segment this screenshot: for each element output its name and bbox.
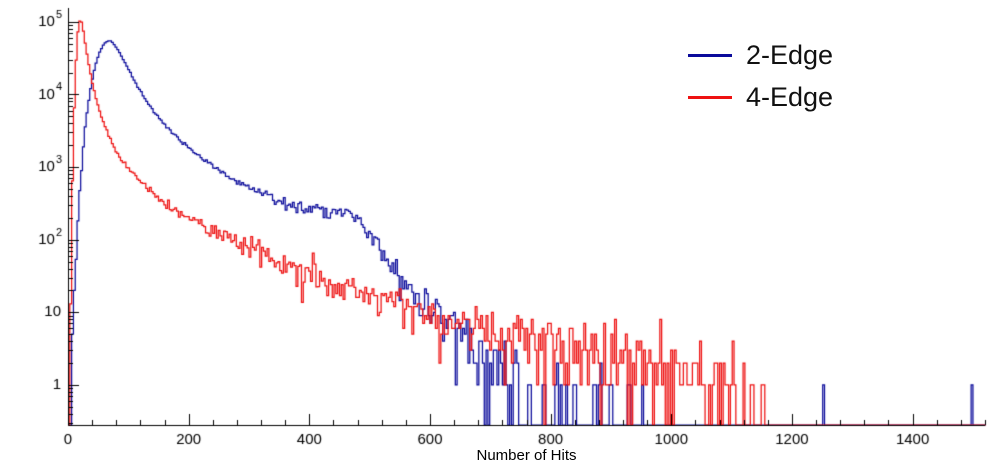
legend: 2-Edge 4-Edge xyxy=(688,34,833,118)
x-axis-title: Number of Hits xyxy=(476,447,577,464)
legend-item-2edge: 2-Edge xyxy=(688,34,833,76)
legend-line-2edge-icon xyxy=(688,53,732,57)
legend-line-4edge-icon xyxy=(688,95,732,99)
legend-item-4edge: 4-Edge xyxy=(688,76,833,118)
legend-label-4edge: 4-Edge xyxy=(746,81,834,112)
legend-label-2edge: 2-Edge xyxy=(746,39,834,70)
